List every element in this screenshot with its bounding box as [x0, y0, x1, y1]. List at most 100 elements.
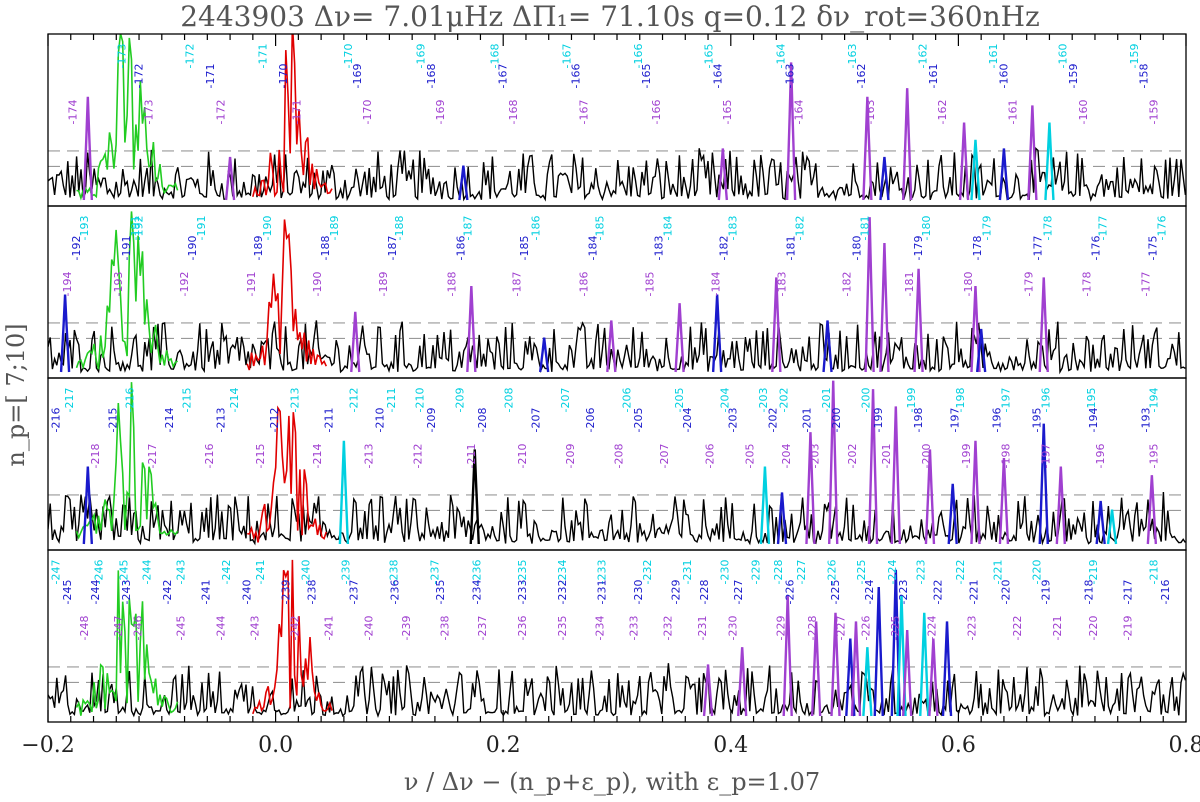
mode-label-cyan: -182 — [794, 216, 807, 241]
mode-label-cyan: -171 — [256, 44, 269, 69]
mixed-mode-peak — [941, 621, 953, 717]
power-spectrum — [48, 320, 1186, 375]
mode-label-purple: -218 — [89, 444, 102, 469]
mode-label-purple: -233 — [627, 616, 640, 641]
mixed-mode-peak — [350, 311, 361, 373]
mode-label-cyan: -159 — [1128, 44, 1141, 69]
mode-label-blue: -158 — [1137, 64, 1150, 89]
mode-label-blue: -189 — [252, 236, 265, 261]
mode-label-cyan: -227 — [795, 560, 808, 585]
mode-label-purple: -216 — [203, 444, 216, 469]
mode-label-cyan: -188 — [393, 216, 406, 241]
mode-label-blue: -191 — [120, 236, 133, 261]
mode-label-cyan: -247 — [49, 560, 62, 585]
mode-label-blue: -205 — [632, 408, 645, 433]
mode-label-cyan: -187 — [461, 216, 474, 241]
mixed-mode-peak — [1027, 105, 1038, 201]
mode-label-purple: -161 — [1006, 100, 1019, 125]
mixed-mode-peak — [717, 148, 729, 201]
mixed-mode-peak — [970, 440, 981, 545]
mode-label-cyan: -207 — [559, 388, 572, 413]
mode-label-cyan: -231 — [681, 560, 694, 585]
mode-label-blue: -215 — [106, 408, 119, 433]
mode-label-cyan: -236 — [470, 560, 483, 585]
mode-label-cyan: -221 — [992, 560, 1005, 585]
mode-label-cyan: -170 — [342, 44, 355, 69]
mode-label-purple: -159 — [1148, 100, 1161, 125]
mixed-mode-peak — [1146, 475, 1158, 545]
mode-label-cyan: -177 — [1096, 216, 1109, 241]
mode-label-cyan: -241 — [254, 560, 267, 585]
mode-label-blue: -209 — [425, 408, 438, 433]
mode-label-purple: -242 — [288, 616, 301, 641]
mode-label-purple: -208 — [613, 444, 626, 469]
mode-label-purple: -169 — [434, 100, 447, 125]
mixed-mode-peak — [896, 595, 907, 717]
mode-label-purple: -195 — [1148, 444, 1161, 469]
mode-label-purple: -193 — [112, 272, 125, 297]
mode-label-cyan: -190 — [261, 216, 274, 241]
mode-label-purple: -211 — [465, 444, 478, 469]
mode-label-purple: -199 — [960, 444, 973, 469]
mode-label-blue: -206 — [584, 408, 597, 433]
mode-label-cyan: -208 — [502, 388, 515, 413]
mixed-mode-peak — [890, 569, 902, 717]
panel-content: -193 -192-191 -191 -190 -189 -188 -187 -186 -185… — [48, 211, 1186, 375]
mode-label-purple: -217 — [146, 444, 159, 469]
mixed-mode-peak — [924, 449, 936, 545]
mode-label-blue: -166 — [569, 64, 582, 89]
mode-label-cyan: -225 — [855, 560, 868, 585]
mode-label-purple: -180 — [962, 272, 975, 297]
mixed-mode-peak — [913, 268, 924, 373]
mode-label-purple: -230 — [726, 616, 739, 641]
mixed-mode-peak — [947, 483, 958, 545]
mode-label-cyan: -195 — [1085, 388, 1098, 413]
mode-label-cyan: -230 — [719, 560, 732, 585]
mode-label-purple: -183 — [775, 272, 788, 297]
mode-label-blue: -194 — [1087, 408, 1100, 433]
mode-label-cyan: -160 — [1057, 44, 1070, 69]
mode-label-purple: -168 — [507, 100, 520, 125]
mode-label-cyan: -165 — [703, 44, 716, 69]
mode-label-cyan: -223 — [914, 560, 927, 585]
mode-label-purple: -174 — [66, 100, 79, 125]
mode-label-blue: -198 — [912, 408, 925, 433]
mixed-mode-peak — [759, 466, 771, 545]
x-tick-label: 0.0 — [258, 733, 293, 758]
mode-label-blue: -238 — [305, 580, 318, 605]
mode-label-purple: -166 — [650, 100, 663, 125]
mode-label-purple: -239 — [400, 616, 413, 641]
mode-label-cyan: -178 — [1042, 216, 1055, 241]
mixed-mode-peak — [538, 337, 550, 373]
mode-label-purple: -178 — [1080, 272, 1093, 297]
mode-label-cyan: -245 — [118, 560, 131, 585]
mode-label-blue: -193 — [1140, 408, 1153, 433]
mode-label-blue: -201 — [800, 408, 813, 433]
mode-label-purple: -225 — [889, 616, 902, 641]
mixed-mode-peak — [771, 277, 782, 373]
mode-label-cyan: -205 — [673, 388, 686, 413]
mode-label-blue: -171 — [204, 64, 217, 89]
mode-label-purple: -210 — [516, 444, 529, 469]
mixed-mode-peak — [469, 449, 480, 545]
mode-label-purple: -190 — [311, 272, 324, 297]
echelle-panel-np-8: -217 -216 -215 -214 -213 -212 -211 -210 -209 -208… — [47, 377, 1187, 551]
mode-label-cyan: -216 — [123, 388, 136, 413]
mode-label-purple: -185 — [643, 272, 656, 297]
mixed-mode-peak — [958, 122, 970, 201]
mode-label-purple: -229 — [774, 616, 787, 641]
mode-label-cyan: -239 — [340, 560, 353, 585]
mixed-mode-peak — [970, 285, 981, 373]
mode-label-blue: -220 — [1000, 580, 1013, 605]
mode-label-purple: -213 — [362, 444, 375, 469]
mode-label-cyan: -222 — [954, 560, 967, 585]
mode-label-purple: -212 — [411, 444, 424, 469]
mode-label-cyan: -209 — [453, 388, 466, 413]
mode-label-blue: -237 — [348, 580, 361, 605]
mode-label-purple: -214 — [311, 444, 324, 469]
mode-label-cyan: -219 — [1087, 560, 1100, 585]
mode-label-cyan: -218 — [1148, 560, 1161, 585]
power-spectrum — [48, 146, 1186, 202]
mode-label-cyan: -203 — [757, 388, 770, 413]
mixed-mode-peak — [879, 242, 890, 373]
